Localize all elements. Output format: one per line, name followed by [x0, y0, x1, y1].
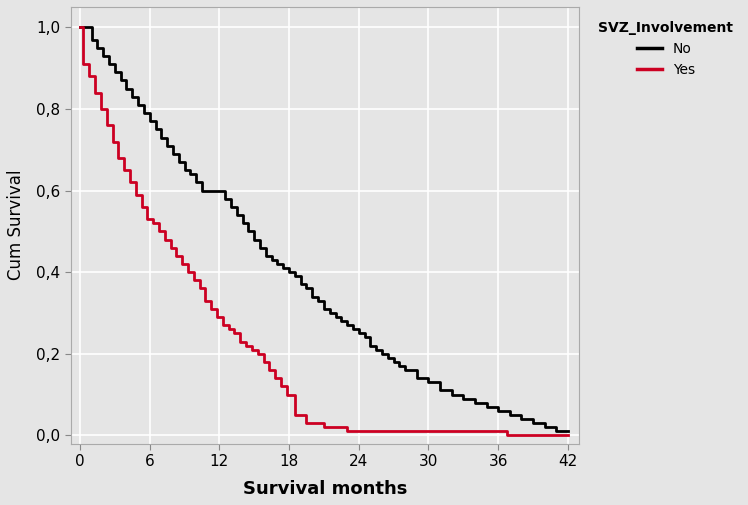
- Yes: [424, 428, 433, 434]
- Yes: [166, 244, 175, 250]
- Yes: [206, 306, 215, 312]
- Yes: [189, 277, 198, 283]
- No: [435, 387, 444, 393]
- Yes: [503, 432, 512, 438]
- Yes: [108, 138, 117, 144]
- Yes: [137, 204, 146, 210]
- Yes: [149, 220, 158, 226]
- No: [128, 94, 137, 100]
- Yes: [343, 428, 352, 434]
- Yes: [259, 359, 268, 365]
- Yes: [102, 122, 111, 128]
- Legend: No, Yes: No, Yes: [592, 14, 741, 84]
- No: [168, 151, 177, 157]
- Yes: [459, 428, 468, 434]
- No: [302, 285, 311, 291]
- Yes: [265, 367, 274, 373]
- Yes: [366, 428, 375, 434]
- Yes: [254, 351, 263, 357]
- Yes: [201, 297, 210, 304]
- Yes: [290, 412, 299, 418]
- Yes: [155, 228, 164, 234]
- Line: No: No: [80, 27, 568, 431]
- No: [76, 24, 85, 30]
- Yes: [172, 253, 181, 259]
- Yes: [85, 73, 94, 79]
- Yes: [120, 167, 129, 173]
- Yes: [178, 261, 187, 267]
- No: [447, 391, 456, 397]
- Line: Yes: Yes: [80, 27, 568, 435]
- Yes: [494, 428, 503, 434]
- Yes: [277, 383, 286, 389]
- No: [563, 428, 572, 434]
- Yes: [563, 432, 572, 438]
- Yes: [79, 61, 88, 67]
- Yes: [126, 179, 135, 185]
- Yes: [282, 391, 291, 397]
- Yes: [195, 285, 204, 291]
- No: [552, 428, 561, 434]
- Yes: [160, 236, 169, 242]
- Yes: [389, 428, 398, 434]
- Yes: [96, 106, 105, 112]
- Yes: [224, 326, 233, 332]
- Yes: [212, 314, 221, 320]
- Yes: [91, 89, 99, 95]
- Yes: [76, 24, 85, 30]
- No: [197, 187, 206, 193]
- Yes: [183, 269, 192, 275]
- X-axis label: Survival months: Survival months: [243, 480, 407, 498]
- Yes: [131, 191, 140, 197]
- Yes: [242, 342, 251, 348]
- Yes: [236, 338, 245, 344]
- Y-axis label: Cum Survival: Cum Survival: [7, 170, 25, 280]
- Yes: [218, 322, 227, 328]
- Yes: [302, 420, 311, 426]
- Yes: [230, 330, 239, 336]
- Yes: [319, 424, 328, 430]
- Yes: [248, 346, 257, 352]
- Yes: [271, 375, 280, 381]
- Yes: [143, 216, 152, 222]
- Yes: [114, 155, 123, 161]
